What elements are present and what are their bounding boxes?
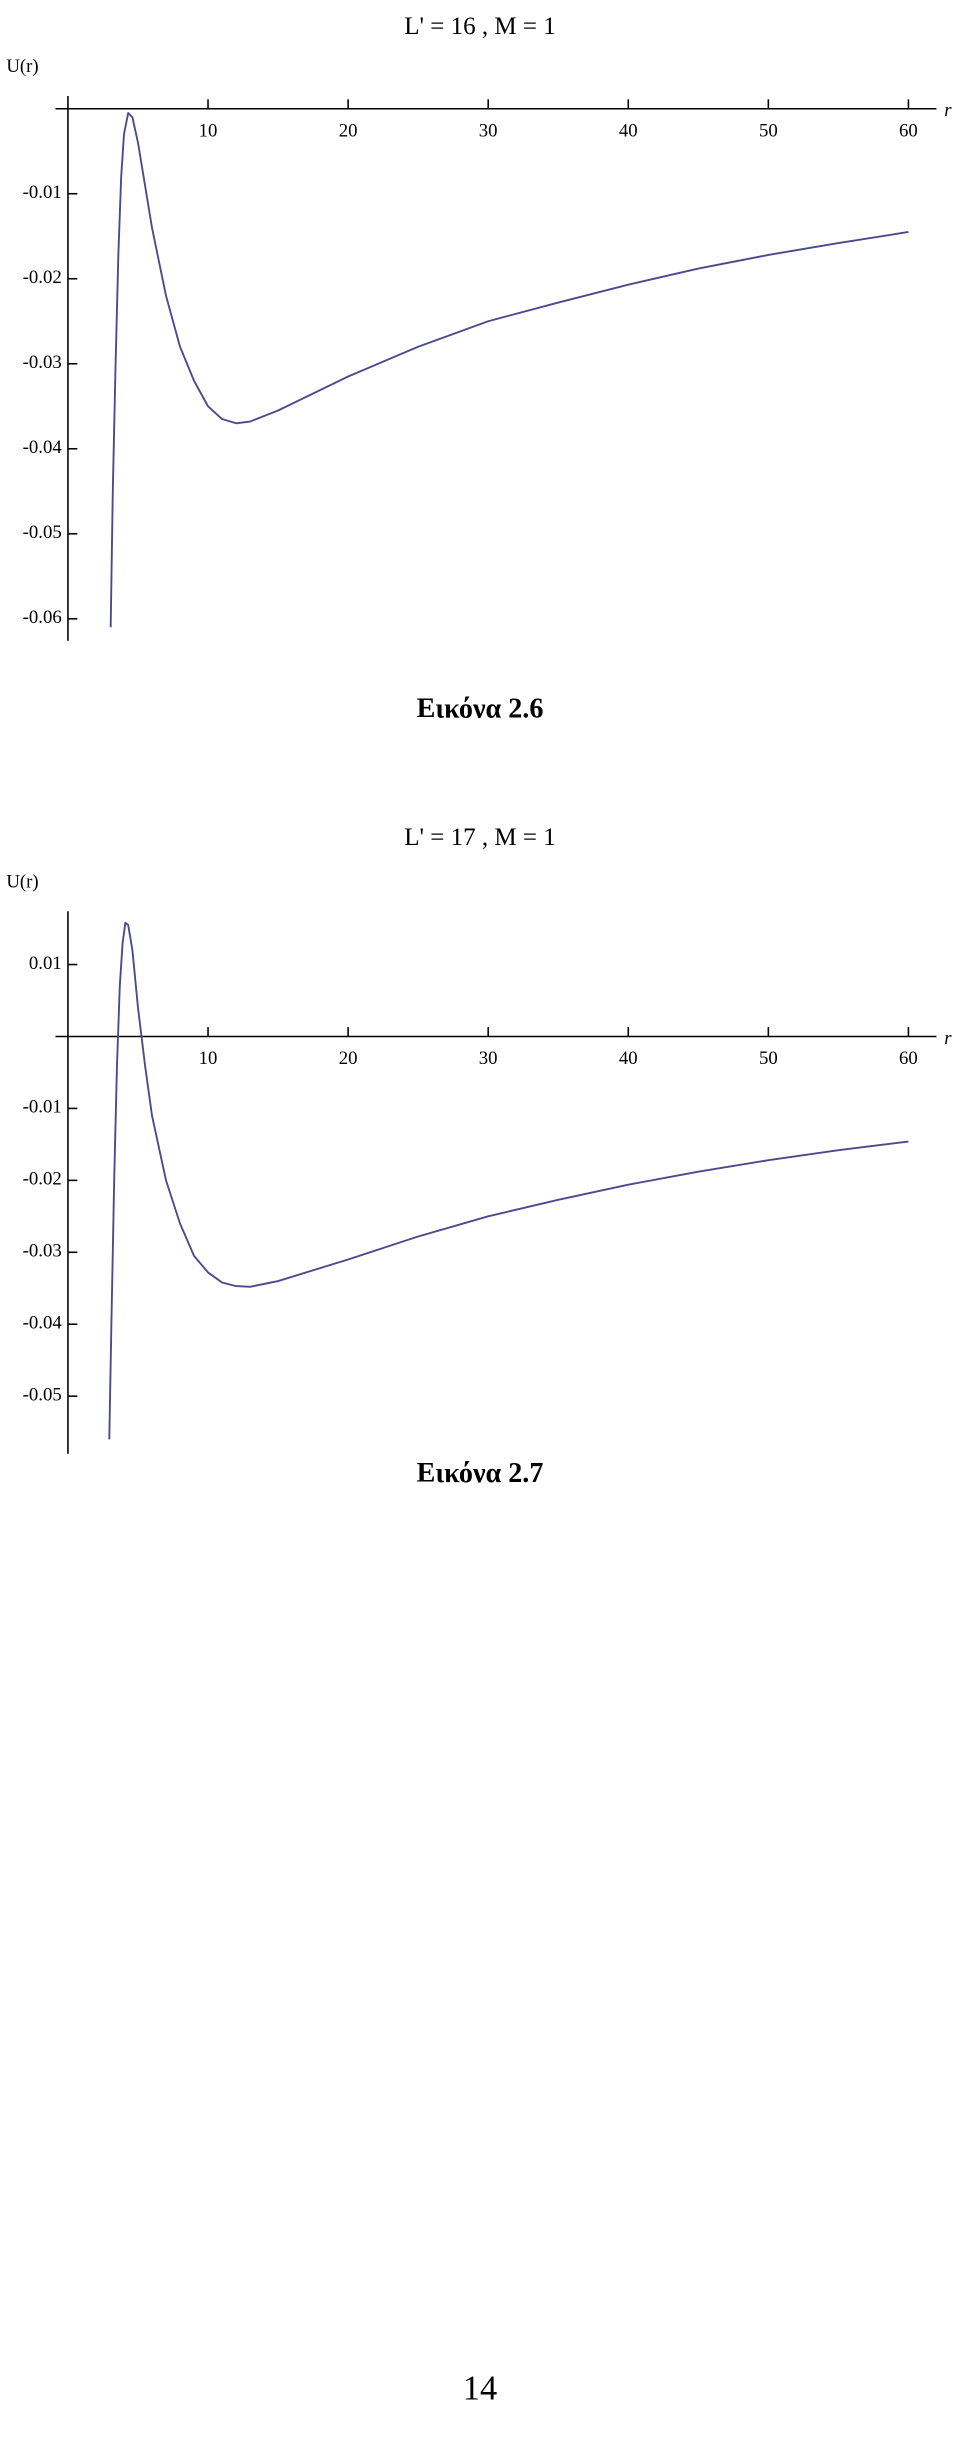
caption: Εικόνα 2.6 <box>417 694 544 725</box>
y-axis-label: U(r) <box>6 56 38 77</box>
x-tick-label: 60 <box>899 1048 918 1069</box>
y-tick-label: -0.05 <box>23 1384 62 1405</box>
x-tick-label: 60 <box>899 120 918 141</box>
x-tick-label: 20 <box>339 1048 358 1069</box>
y-tick-label: -0.02 <box>23 267 62 288</box>
chart-title: L' = 17 , M = 1 <box>404 824 555 851</box>
y-tick-label: -0.03 <box>23 1241 62 1262</box>
x-tick-label: 40 <box>619 1048 638 1069</box>
x-tick-label: 10 <box>199 120 218 141</box>
y-tick-label: -0.01 <box>23 1097 62 1118</box>
chart-title: L' = 16 , M = 1 <box>404 13 555 40</box>
x-tick-label: 30 <box>479 1048 498 1069</box>
y-tick-label: -0.03 <box>23 352 62 373</box>
caption: Εικόνα 2.7 <box>417 1458 544 1489</box>
y-tick-label: -0.02 <box>23 1169 62 1190</box>
y-axis-label: U(r) <box>6 871 38 892</box>
y-tick-label: 0.01 <box>29 953 62 974</box>
y-tick-label: -0.06 <box>23 607 62 628</box>
y-tick-label: -0.04 <box>23 437 63 458</box>
x-tick-label: 50 <box>759 120 778 141</box>
curve <box>108 921 909 1440</box>
page-number: 14 <box>463 2369 497 2407</box>
x-tick-label: 30 <box>479 120 498 141</box>
y-tick-label: -0.05 <box>23 522 62 543</box>
x-tick-label: 20 <box>339 120 358 141</box>
x-axis-label: r <box>944 1028 952 1049</box>
x-tick-label: 40 <box>619 120 638 141</box>
y-tick-label: -0.01 <box>23 182 62 203</box>
curve <box>109 112 909 628</box>
x-axis-label: r <box>944 100 952 121</box>
y-tick-label: -0.04 <box>23 1313 63 1334</box>
x-tick-label: 50 <box>759 1048 778 1069</box>
x-tick-label: 10 <box>199 1048 218 1069</box>
